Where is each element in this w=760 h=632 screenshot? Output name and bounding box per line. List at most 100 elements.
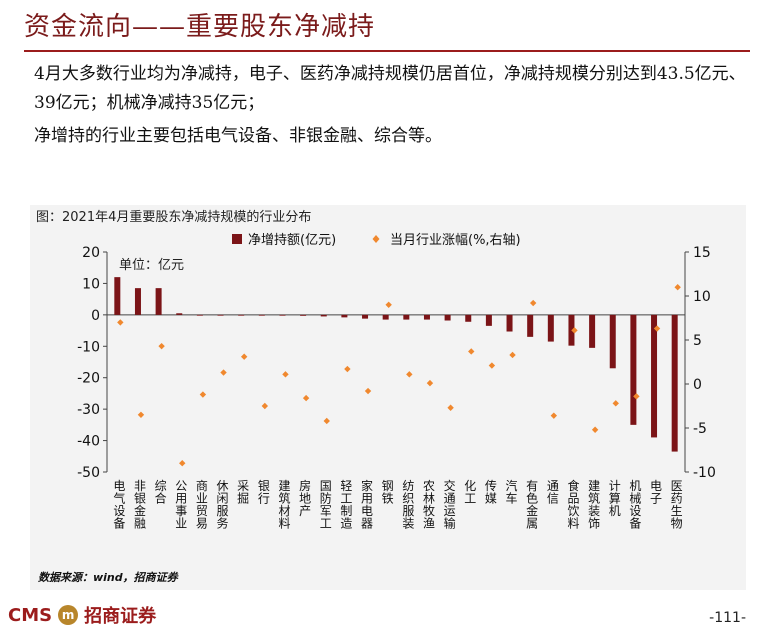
x-tick-label: 房地产 <box>299 478 311 518</box>
scatter-point <box>509 351 516 359</box>
x-tick-label: 家用电器 <box>361 478 373 531</box>
scatter-point <box>674 284 681 291</box>
left-tick-label: -10 <box>77 339 100 355</box>
bar <box>651 314 658 438</box>
x-tick-label: 传媒 <box>485 478 497 506</box>
bar <box>279 314 286 316</box>
x-tick-label: 计算机 <box>609 479 621 518</box>
company-logo: CMS m 招商证券 <box>8 602 156 628</box>
x-tick-label: 电气设备 <box>113 479 125 531</box>
legend-marker-label: 当月行业涨幅(%,右轴) <box>390 233 521 248</box>
x-tick-label: 国防军工 <box>320 479 332 531</box>
bar <box>176 313 183 315</box>
bar <box>671 314 678 452</box>
x-tick-label: 有色金属 <box>526 479 538 531</box>
scatter-point <box>199 391 207 398</box>
bar <box>382 314 389 320</box>
x-tick-label: 医药生物 <box>671 479 683 531</box>
x-tick-label: 建筑装饰 <box>588 479 600 531</box>
chart-panel <box>30 205 746 590</box>
bar <box>362 314 369 319</box>
scatter-point <box>117 319 124 326</box>
scatter-point <box>468 348 475 355</box>
scatter-point <box>406 371 413 378</box>
scatter-point <box>220 369 227 376</box>
x-tick-label: 纺织服装 <box>402 479 414 531</box>
scatter-point <box>529 299 537 307</box>
x-tick-label: 钢铁 <box>382 479 394 506</box>
chart-caption: 图：2021年4月重要股东净减持规模的行业分布 <box>36 210 312 225</box>
bar <box>114 277 121 315</box>
bullet-2: 净增持的行业主要包括电气设备、非银金融、综合等。 <box>34 126 442 146</box>
x-tick-label: 通信 <box>547 479 559 506</box>
x-tick-label: 采掘 <box>237 479 249 506</box>
right-tick-label: -5 <box>693 421 707 437</box>
scatter-point <box>633 393 640 400</box>
x-tick-label: 建筑材料 <box>278 479 290 531</box>
bar <box>258 314 265 316</box>
bar <box>341 314 348 318</box>
bar <box>506 314 513 332</box>
logo-name: 招商证券 <box>84 606 157 627</box>
scatter-point <box>344 365 351 373</box>
left-tick-label: 20 <box>82 245 100 261</box>
scatter-point <box>282 371 289 378</box>
x-tick-label: 银行 <box>258 479 270 506</box>
bar <box>423 314 430 320</box>
bar <box>547 314 554 342</box>
scatter-point <box>240 353 248 360</box>
scatter-point <box>447 404 454 411</box>
right-tick-label: 10 <box>693 289 711 305</box>
source-note: 数据来源：wind，招商证券 <box>38 571 178 584</box>
x-tick-label: 机械设备 <box>629 479 641 531</box>
left-tick-label: -30 <box>77 402 100 418</box>
x-tick-label: 农林牧渔 <box>423 479 435 531</box>
bar <box>527 314 534 337</box>
legend-bar-label: 净增持额(亿元) <box>248 233 336 248</box>
unit-label: 单位：亿元 <box>119 258 184 273</box>
bullet-1: 4月大多数行业均为净减持，电子、医药净减持规模仍居首位，净减持规模分别达到43.… <box>34 64 746 113</box>
scatter-point <box>261 402 269 410</box>
title-rule <box>24 50 750 52</box>
logo-mark-icon: m <box>58 605 79 625</box>
x-tick-label: 综合 <box>155 479 167 506</box>
left-tick-label: 10 <box>82 276 100 292</box>
bar <box>403 314 410 320</box>
bar <box>589 314 596 348</box>
scatter-point <box>591 426 599 433</box>
scatter-point <box>550 412 558 419</box>
scatter-point <box>612 400 619 407</box>
bar <box>155 288 162 315</box>
x-tick-label: 汽车 <box>506 478 518 506</box>
x-tick-label: 食品饮料 <box>567 478 579 531</box>
right-tick-label: 5 <box>693 333 702 349</box>
scatter-point <box>158 342 165 350</box>
scatter-point <box>488 362 496 369</box>
scatter-point <box>385 301 392 308</box>
scatter-point <box>653 325 661 332</box>
scatter-point <box>364 387 372 395</box>
right-tick-label: 15 <box>693 245 711 261</box>
bar <box>444 314 451 321</box>
bar <box>196 314 203 316</box>
scatter-point <box>323 417 330 425</box>
bar <box>320 314 327 317</box>
left-tick-label: -20 <box>77 371 100 387</box>
page-number: -111- <box>709 610 746 626</box>
x-tick-label: 化工 <box>464 479 476 506</box>
bar <box>238 314 245 316</box>
bar <box>217 314 224 316</box>
bar <box>630 314 637 425</box>
legend-marker-swatch <box>372 235 380 243</box>
bullet-text: 4月大多数行业均为净减持，电子、医药净减持规模仍居首位，净减持规模分别达到43.… <box>34 60 750 155</box>
bar <box>134 288 141 315</box>
right-tick-label: 0 <box>693 377 702 393</box>
scatter-point <box>426 379 434 387</box>
bar <box>609 314 616 369</box>
x-tick-label: 交通运输 <box>444 478 456 531</box>
x-tick-label: 电子 <box>650 479 662 506</box>
right-tick-label: -10 <box>693 465 716 481</box>
left-tick-label: -40 <box>77 434 100 450</box>
left-tick-label: 0 <box>91 308 100 324</box>
